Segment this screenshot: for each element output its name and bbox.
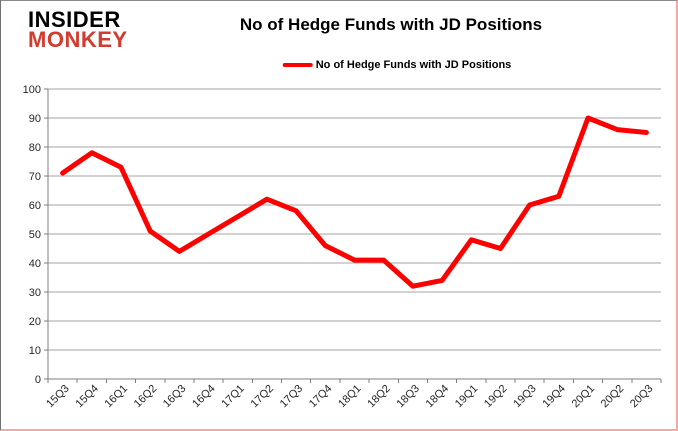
x-tick-label: 17Q4 xyxy=(307,383,335,411)
x-tick-label: 18Q3 xyxy=(394,383,422,411)
legend-label: No of Hedge Funds with JD Positions xyxy=(315,59,512,71)
x-tick-label: 17Q2 xyxy=(249,383,277,411)
y-tick-label: 80 xyxy=(29,142,41,154)
x-tick-label: 18Q2 xyxy=(365,383,393,411)
x-tick-label: 16Q3 xyxy=(161,383,189,411)
x-tick-label: 19Q2 xyxy=(482,383,510,411)
y-tick-label: 10 xyxy=(29,345,41,357)
series-line xyxy=(60,115,649,289)
x-tick-label: 17Q3 xyxy=(278,383,306,411)
x-tick-label: 16Q2 xyxy=(132,383,160,411)
x-tick-label: 16Q4 xyxy=(190,383,218,411)
x-tick-label: 19Q4 xyxy=(540,383,568,411)
chart-title: No of Hedge Funds with JD Positions xyxy=(239,15,543,34)
logo-text-monkey: MONKEY xyxy=(28,27,128,53)
x-tick-label: 20Q3 xyxy=(628,383,656,411)
x-tick-label: 19Q1 xyxy=(453,383,481,411)
legend-line-swatch xyxy=(282,63,313,67)
y-tick-label: 50 xyxy=(29,229,41,241)
insider-monkey-logo: INSIDER MONKEY xyxy=(28,7,128,53)
x-tick-label: 20Q1 xyxy=(570,383,598,411)
x-tick-label: 19Q3 xyxy=(511,383,539,411)
x-tick-label: 16Q1 xyxy=(103,383,131,411)
logo-text-insider: INSIDER xyxy=(28,7,121,32)
x-tick-label: 15Q3 xyxy=(44,383,72,411)
x-tick-label: 17Q1 xyxy=(219,383,247,411)
x-tick-label: 18Q1 xyxy=(336,383,364,411)
x-tick-label: 18Q4 xyxy=(424,383,452,411)
x-tick-label: 20Q2 xyxy=(599,383,627,411)
y-tick-label: 60 xyxy=(29,200,41,212)
y-tick-label: 30 xyxy=(29,287,41,299)
y-tick-label: 40 xyxy=(29,258,41,270)
y-tick-label: 100 xyxy=(23,84,41,96)
y-tick-label: 20 xyxy=(29,316,41,328)
x-tick-label: 15Q4 xyxy=(73,383,101,411)
y-tick-label: 70 xyxy=(29,171,41,183)
y-tick-label: 0 xyxy=(35,374,41,386)
legend: No of Hedge Funds with JD Positions xyxy=(282,59,512,71)
y-tick-label: 90 xyxy=(29,113,41,125)
